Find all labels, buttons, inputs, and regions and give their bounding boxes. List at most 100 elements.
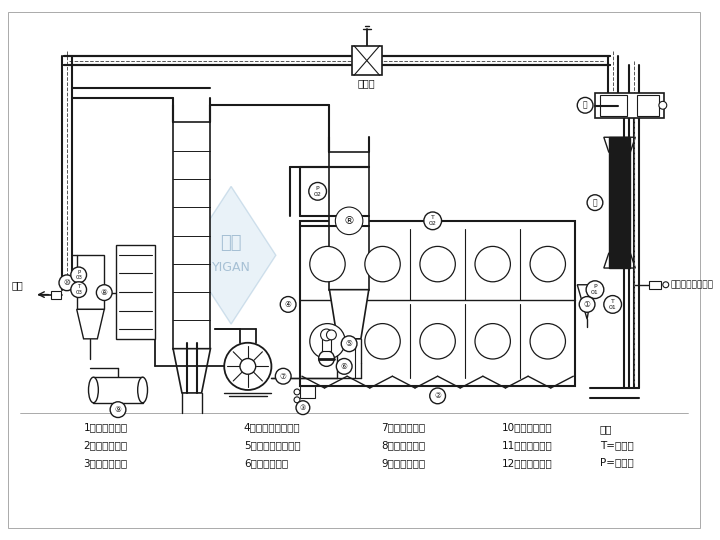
- Circle shape: [365, 323, 400, 359]
- Circle shape: [275, 368, 291, 384]
- Text: 10、二级液凝器: 10、二级液凝器: [502, 422, 552, 433]
- Text: ④: ④: [284, 300, 292, 309]
- Circle shape: [319, 350, 334, 366]
- Text: P
01: P 01: [591, 284, 599, 295]
- Bar: [322, 339, 331, 350]
- Bar: [300, 386, 315, 398]
- Text: 6、密闭出料阀: 6、密闭出料阀: [244, 458, 288, 468]
- Circle shape: [577, 97, 593, 113]
- Circle shape: [475, 323, 510, 359]
- Bar: [330, 152, 369, 289]
- Text: T=测温点: T=测温点: [600, 440, 634, 450]
- Circle shape: [310, 246, 345, 282]
- Text: 8、多级冷凝器: 8、多级冷凝器: [382, 440, 426, 450]
- Bar: [649, 281, 661, 289]
- Circle shape: [294, 389, 300, 395]
- Circle shape: [336, 207, 363, 234]
- Text: 11、密闭送风机: 11、密闭送风机: [502, 440, 552, 450]
- Text: 排空: 排空: [12, 280, 24, 290]
- Circle shape: [424, 212, 441, 230]
- Polygon shape: [330, 289, 369, 339]
- Text: 9、溶媒回收罐: 9、溶媒回收罐: [382, 458, 426, 468]
- Polygon shape: [577, 285, 593, 319]
- Polygon shape: [77, 309, 104, 339]
- Circle shape: [336, 359, 352, 374]
- Bar: [608, 137, 631, 268]
- Circle shape: [365, 246, 400, 282]
- Bar: [300, 221, 575, 386]
- Circle shape: [296, 401, 310, 415]
- Text: 注：: 注：: [600, 424, 613, 434]
- Bar: [173, 123, 210, 349]
- Text: 3、密闭出料器: 3、密闭出料器: [84, 458, 127, 468]
- Circle shape: [71, 267, 86, 283]
- Circle shape: [659, 102, 667, 109]
- Bar: [637, 95, 659, 116]
- Circle shape: [530, 246, 565, 282]
- Circle shape: [475, 246, 510, 282]
- Circle shape: [71, 282, 86, 298]
- Text: YIGAN: YIGAN: [212, 260, 251, 274]
- Text: www.yigan.com: www.yigan.com: [355, 265, 432, 275]
- Text: P=测压点: P=测压点: [600, 457, 634, 467]
- Text: 2、沸腾床主机: 2、沸腾床主机: [84, 440, 127, 450]
- Text: ②: ②: [434, 392, 441, 400]
- Ellipse shape: [89, 377, 99, 403]
- Circle shape: [586, 281, 604, 299]
- Bar: [352, 56, 382, 65]
- Circle shape: [604, 295, 621, 313]
- Bar: [600, 95, 627, 116]
- Text: 益千: 益千: [220, 234, 242, 252]
- Circle shape: [430, 388, 446, 404]
- Text: ⑦: ⑦: [280, 372, 287, 381]
- Text: ⑪: ⑪: [582, 101, 588, 110]
- Polygon shape: [186, 186, 276, 324]
- Circle shape: [663, 282, 669, 288]
- Circle shape: [96, 285, 112, 300]
- Circle shape: [587, 195, 603, 211]
- Text: T
03: T 03: [75, 284, 82, 295]
- Text: 12、密闭加热器: 12、密闭加热器: [502, 458, 552, 468]
- Circle shape: [224, 343, 271, 390]
- Text: ⑫: ⑫: [593, 198, 598, 207]
- Circle shape: [280, 296, 296, 312]
- Text: T
01: T 01: [609, 299, 616, 310]
- Circle shape: [341, 336, 357, 352]
- Text: ®: ®: [343, 216, 355, 226]
- Polygon shape: [604, 137, 635, 152]
- Text: ⑥: ⑥: [341, 362, 348, 371]
- Text: 氧浓度在线检测仪: 氧浓度在线检测仪: [671, 280, 714, 289]
- Text: ⑨: ⑨: [114, 405, 122, 414]
- Text: T
02: T 02: [429, 215, 436, 226]
- Circle shape: [310, 323, 345, 359]
- Text: 1、密闭进料器: 1、密闭进料器: [84, 422, 127, 433]
- Text: 7、密闭引风机: 7、密闭引风机: [382, 422, 426, 433]
- Circle shape: [530, 323, 565, 359]
- Bar: [94, 377, 143, 403]
- Ellipse shape: [138, 377, 148, 403]
- Circle shape: [110, 402, 126, 417]
- Polygon shape: [173, 349, 210, 393]
- Circle shape: [579, 296, 595, 312]
- Circle shape: [326, 330, 336, 340]
- Circle shape: [294, 397, 300, 403]
- Circle shape: [420, 246, 455, 282]
- Circle shape: [320, 329, 333, 341]
- Bar: [51, 291, 61, 299]
- Text: ⑤: ⑤: [346, 339, 353, 348]
- Circle shape: [59, 275, 75, 291]
- Text: 5、二级布袋除尘器: 5、二级布袋除尘器: [244, 440, 300, 450]
- Circle shape: [309, 183, 326, 200]
- Text: ⑩: ⑩: [63, 278, 71, 287]
- Text: P
03: P 03: [75, 269, 82, 280]
- Text: 4、一级布袋除尘器: 4、一级布袋除尘器: [244, 422, 300, 433]
- Bar: [116, 245, 156, 339]
- Circle shape: [240, 359, 256, 374]
- Text: ③: ③: [300, 404, 306, 411]
- Text: ①: ①: [584, 300, 590, 309]
- Text: 氮气阀: 氮气阀: [358, 78, 376, 88]
- Circle shape: [420, 323, 455, 359]
- Bar: [77, 255, 104, 309]
- Text: ⑧: ⑧: [101, 288, 108, 297]
- Text: P
02: P 02: [314, 186, 322, 197]
